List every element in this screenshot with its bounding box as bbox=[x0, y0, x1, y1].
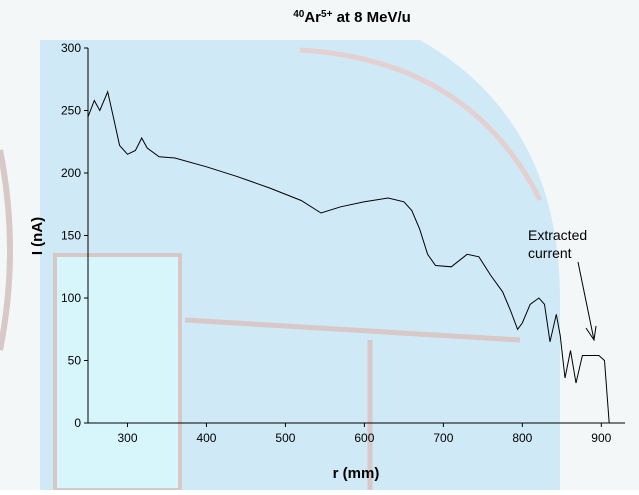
x-tick-label: 500 bbox=[275, 431, 295, 445]
title-element: Ar bbox=[304, 9, 321, 26]
y-tick-label: 250 bbox=[61, 104, 81, 118]
data-line bbox=[87, 90, 618, 424]
y-tick-label: 0 bbox=[74, 416, 81, 430]
title-rest: at 8 MeV/u bbox=[332, 9, 410, 26]
title-mass: 40 bbox=[293, 9, 305, 20]
chart-title: 40Ar5+ at 8 MeV/u bbox=[293, 9, 411, 26]
x-axis-label: r (mm) bbox=[333, 465, 380, 482]
x-tick-label: 300 bbox=[117, 431, 137, 445]
title-charge: 5+ bbox=[321, 9, 333, 20]
annotation: current bbox=[528, 245, 572, 261]
annotation-arrow bbox=[577, 261, 595, 341]
x-tick-label: 600 bbox=[354, 431, 374, 445]
x-tick-label: 700 bbox=[433, 431, 453, 445]
x-tick-label: 900 bbox=[591, 431, 611, 445]
y-tick-label: 50 bbox=[68, 354, 82, 368]
y-tick-label: 150 bbox=[61, 229, 81, 243]
y-axis-label: I (nA) bbox=[29, 217, 46, 255]
arrow-head bbox=[585, 325, 597, 342]
annotation: Extracted bbox=[528, 227, 587, 243]
x-tick-label: 800 bbox=[512, 431, 532, 445]
x-tick-label: 400 bbox=[196, 431, 216, 445]
y-tick-label: 300 bbox=[61, 41, 81, 55]
y-tick-label: 100 bbox=[61, 291, 81, 305]
y-tick-label: 200 bbox=[61, 166, 81, 180]
